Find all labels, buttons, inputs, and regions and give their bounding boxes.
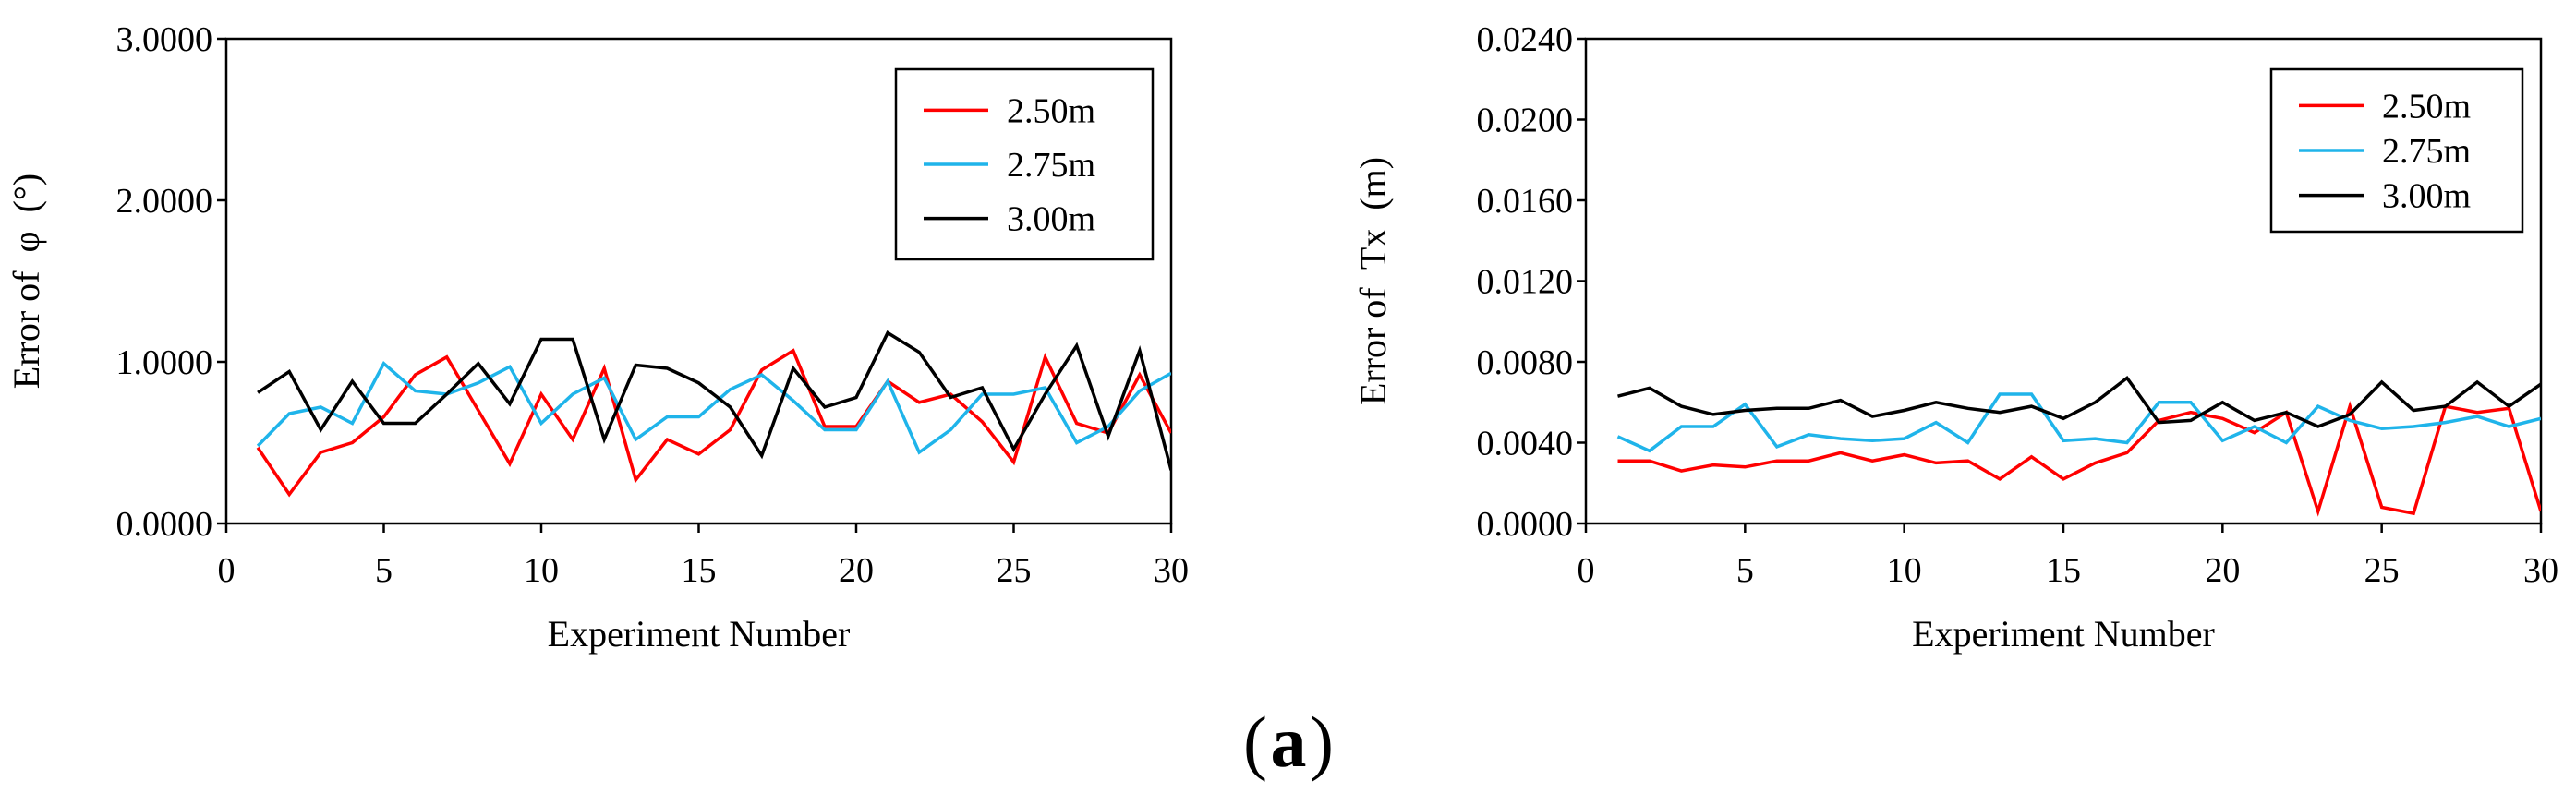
legend-label: 3.00m: [1007, 200, 1095, 239]
y-axis-label: Error of φ (°): [6, 174, 47, 389]
y-tick-label: 0.0080: [1477, 343, 1574, 382]
figure-caption: ( a ): [1243, 702, 1334, 782]
x-tick-label: 30: [1154, 551, 1189, 590]
x-tick-label: 20: [839, 551, 874, 590]
legend-label: 2.75m: [2382, 132, 2471, 171]
series-line-2.75m: [256, 361, 1171, 455]
chart-tx-error: 0.0000 0.0040 0.0080 0.0120 0.0160 0.0200 0.02…: [1352, 20, 2558, 655]
legend-label: 3.00m: [2382, 177, 2471, 216]
caption-open-paren: (: [1243, 702, 1267, 782]
chart-phi-error: 0.0000 1.0000 2.0000 3.0000 0 5 10 15 20 25 30 Expe…: [6, 20, 1189, 655]
y-tick-label: 0.0160: [1477, 182, 1574, 221]
x-tick-label: 0: [218, 551, 236, 590]
x-tick-label: 0: [1578, 551, 1595, 590]
y-tick-label: 3.0000: [116, 20, 213, 59]
y-tick-label: 0.0000: [1477, 505, 1574, 544]
x-tick-label: 25: [997, 551, 1032, 590]
y-tick-label: 0.0040: [1477, 425, 1574, 463]
x-tick-label: 5: [1736, 551, 1754, 590]
x-axis-label: Experiment Number: [1912, 613, 2215, 655]
legend: 2.50m 2.75m 3.00m: [2269, 67, 2524, 234]
legend-label: 2.50m: [2382, 87, 2471, 126]
x-tick-label: 15: [2046, 551, 2081, 590]
y-axis-label: Error of Tx (m): [1352, 157, 1394, 405]
series-line-3.00m: [1617, 376, 2541, 428]
x-axis-label: Experiment Number: [548, 613, 851, 655]
legend: 2.50m 2.75m 3.00m: [894, 67, 1155, 261]
series-line-3.00m: [257, 330, 1171, 471]
x-tick-label: 20: [2205, 551, 2240, 590]
y-tick-label: 1.0000: [116, 343, 213, 382]
x-tick-label: 10: [1887, 551, 1922, 590]
legend-label: 2.50m: [1007, 91, 1095, 130]
caption-close-paren: ): [1310, 702, 1334, 782]
series-line-2.50m: [256, 348, 1171, 498]
y-tick-label: 0.0200: [1477, 102, 1574, 140]
series-line-2.50m: [1617, 401, 2541, 517]
x-tick-label: 10: [524, 551, 559, 590]
y-tick-label: 0.0120: [1477, 263, 1574, 302]
x-tick-label: 5: [375, 551, 393, 590]
y-tick-label: 0.0000: [116, 505, 213, 544]
x-tick-label: 30: [2523, 551, 2558, 590]
y-tick-label: 0.0240: [1477, 20, 1574, 59]
x-tick-label: 15: [682, 551, 717, 590]
y-tick-label: 2.0000: [116, 182, 213, 221]
x-tick-label: 25: [2364, 551, 2400, 590]
series-line-2.75m: [1616, 392, 2541, 453]
legend-label: 2.75m: [1007, 146, 1095, 185]
caption-label: a: [1271, 702, 1307, 782]
